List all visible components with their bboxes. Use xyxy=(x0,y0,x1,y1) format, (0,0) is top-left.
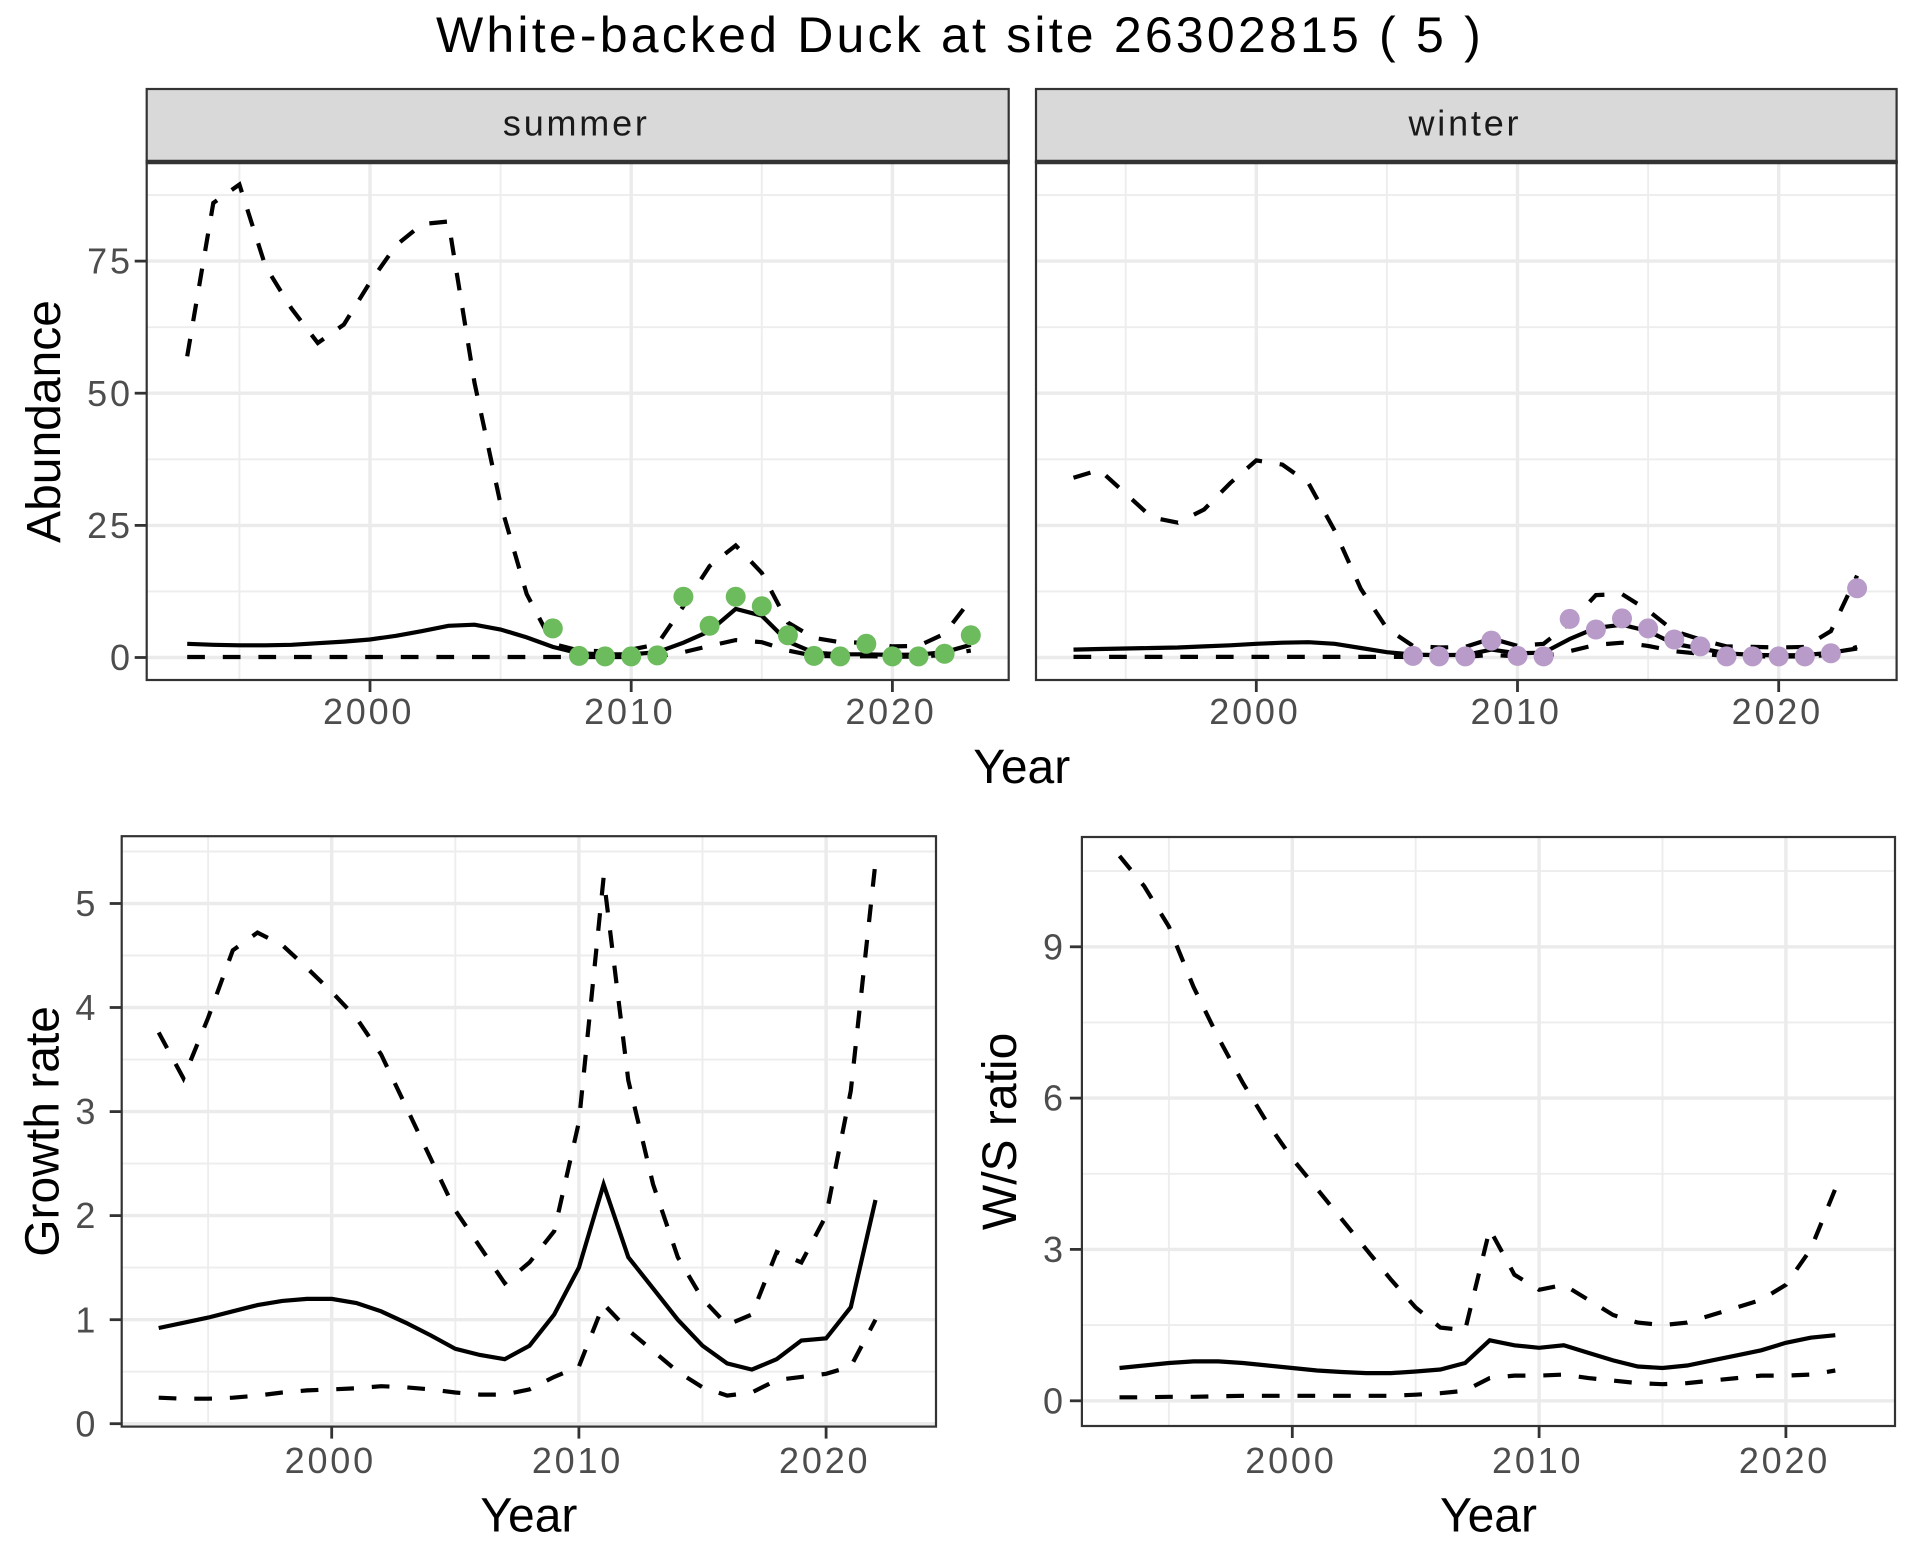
svg-text:2020: 2020 xyxy=(1739,1440,1830,1481)
svg-text:50: 50 xyxy=(87,373,133,414)
svg-text:2020: 2020 xyxy=(779,1440,870,1481)
svg-text:5: 5 xyxy=(75,883,98,924)
svg-text:6: 6 xyxy=(1043,1078,1066,1119)
svg-text:3: 3 xyxy=(75,1091,98,1132)
svg-text:3: 3 xyxy=(1043,1229,1066,1270)
svg-text:2000: 2000 xyxy=(1209,691,1300,732)
svg-text:1: 1 xyxy=(75,1299,98,1340)
svg-text:2010: 2010 xyxy=(1470,691,1561,732)
svg-text:Year: Year xyxy=(973,741,1070,794)
svg-text:2020: 2020 xyxy=(1732,691,1823,732)
svg-text:W/S ratio: W/S ratio xyxy=(974,1033,1027,1230)
svg-text:0: 0 xyxy=(75,1403,98,1444)
svg-text:Year: Year xyxy=(1440,1490,1537,1543)
svg-text:75: 75 xyxy=(87,241,133,282)
svg-text:0: 0 xyxy=(110,637,133,678)
svg-text:2: 2 xyxy=(75,1195,98,1236)
svg-text:4: 4 xyxy=(75,987,98,1028)
svg-text:2010: 2010 xyxy=(532,1440,623,1481)
svg-text:White-backed Duck at site 2630: White-backed Duck at site 26302815 ( 5 ) xyxy=(436,7,1484,63)
svg-text:2000: 2000 xyxy=(1245,1440,1336,1481)
svg-text:0: 0 xyxy=(1043,1380,1066,1421)
svg-text:2010: 2010 xyxy=(1492,1440,1583,1481)
svg-text:Growth rate: Growth rate xyxy=(17,1006,70,1257)
svg-text:winter: winter xyxy=(1407,103,1521,144)
svg-text:25: 25 xyxy=(87,505,133,546)
svg-text:summer: summer xyxy=(503,103,650,144)
svg-text:9: 9 xyxy=(1043,926,1066,967)
svg-text:2000: 2000 xyxy=(285,1440,376,1481)
svg-text:Abundance: Abundance xyxy=(18,300,71,543)
svg-text:2010: 2010 xyxy=(584,691,675,732)
svg-text:Year: Year xyxy=(480,1490,577,1543)
svg-text:2020: 2020 xyxy=(845,691,936,732)
svg-text:2000: 2000 xyxy=(323,691,414,732)
